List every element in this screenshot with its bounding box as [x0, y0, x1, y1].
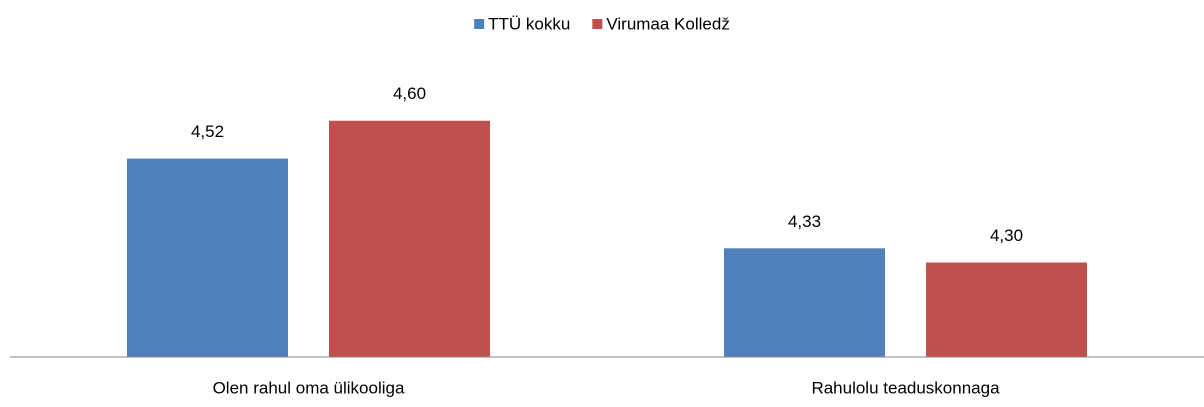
bar	[127, 158, 288, 357]
x-tick-label: Rahulolu teaduskonnaga	[811, 378, 1000, 397]
value-label: 4,30	[990, 226, 1023, 245]
value-label: 4,52	[191, 122, 224, 141]
legend-label: TTÜ kokku	[488, 14, 570, 33]
bar	[724, 248, 885, 357]
x-tick-label: Olen rahul oma ülikooliga	[213, 378, 405, 397]
legend-label: Virumaa Kolledž	[606, 14, 729, 33]
value-label: 4,33	[788, 212, 821, 231]
bar	[926, 262, 1087, 357]
value-label: 4,60	[393, 84, 426, 103]
legend-swatch	[592, 19, 603, 29]
bar	[329, 120, 490, 357]
legend-swatch	[474, 19, 485, 29]
